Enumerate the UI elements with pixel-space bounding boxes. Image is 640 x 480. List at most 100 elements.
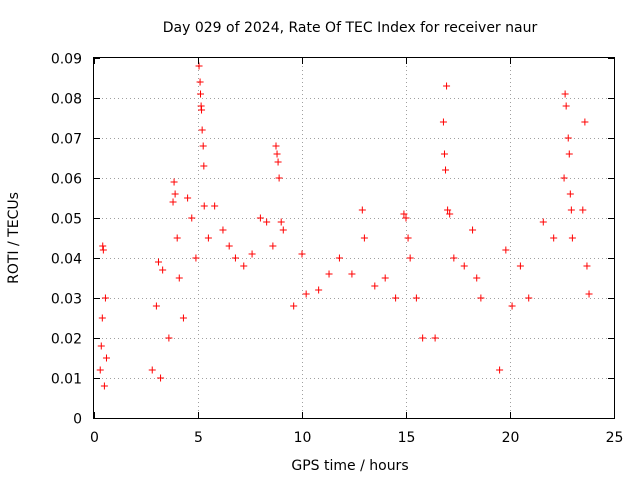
data-point xyxy=(585,290,593,298)
x-tick-label: 25 xyxy=(606,430,624,446)
data-point xyxy=(165,334,173,342)
data-point xyxy=(431,334,439,342)
data-point xyxy=(360,234,368,242)
data-point xyxy=(272,142,280,150)
data-point xyxy=(192,254,200,262)
data-point xyxy=(175,274,183,282)
data-point xyxy=(412,294,420,302)
x-axis-label: GPS time / hours xyxy=(291,458,408,474)
data-point xyxy=(419,334,427,342)
data-point xyxy=(502,246,510,254)
grid xyxy=(94,58,614,418)
data-point xyxy=(439,118,447,126)
data-point xyxy=(469,226,477,234)
x-tick-label: 15 xyxy=(398,430,416,446)
data-point xyxy=(100,382,108,390)
data-point xyxy=(444,206,452,214)
y-tick-label: 0.02 xyxy=(51,332,82,348)
y-tick-label: 0.01 xyxy=(51,372,82,388)
data-point xyxy=(525,294,533,302)
y-tick-label: 0.05 xyxy=(51,212,82,228)
data-point xyxy=(198,106,206,114)
data-point xyxy=(279,226,287,234)
data-point xyxy=(290,302,298,310)
data-point xyxy=(256,214,264,222)
data-point xyxy=(302,290,310,298)
data-point xyxy=(392,294,400,302)
data-point xyxy=(358,206,366,214)
data-point xyxy=(157,374,165,382)
y-tick-label: 0.06 xyxy=(51,172,82,188)
data-point xyxy=(566,190,574,198)
data-point xyxy=(402,214,410,222)
data-point xyxy=(275,174,283,182)
data-point xyxy=(204,234,212,242)
data-points xyxy=(96,62,593,390)
data-point xyxy=(248,250,256,258)
data-point xyxy=(298,250,306,258)
y-tick-label: 0 xyxy=(73,412,82,428)
data-point xyxy=(450,254,458,262)
x-tick-label: 0 xyxy=(90,430,99,446)
data-point xyxy=(188,214,196,222)
data-point xyxy=(400,210,408,218)
data-point xyxy=(565,150,573,158)
data-point xyxy=(564,134,572,142)
data-point xyxy=(477,294,485,302)
data-point xyxy=(102,354,110,362)
data-point xyxy=(315,286,323,294)
data-point xyxy=(561,90,569,98)
data-point xyxy=(170,178,178,186)
data-point xyxy=(273,150,281,158)
data-point xyxy=(101,294,109,302)
data-point xyxy=(274,158,282,166)
data-point xyxy=(199,142,207,150)
data-point xyxy=(442,166,450,174)
data-point xyxy=(371,282,379,290)
data-point xyxy=(200,202,208,210)
data-point xyxy=(404,234,412,242)
data-point xyxy=(159,266,167,274)
data-point xyxy=(99,246,107,254)
data-point xyxy=(443,82,451,90)
data-point xyxy=(184,194,192,202)
data-point xyxy=(579,206,587,214)
data-point xyxy=(473,274,481,282)
data-point xyxy=(508,302,516,310)
data-point xyxy=(496,366,504,374)
y-tick-label: 0.07 xyxy=(51,132,82,148)
data-point xyxy=(550,234,558,242)
data-point xyxy=(567,206,575,214)
data-point xyxy=(179,314,187,322)
data-point xyxy=(196,78,204,86)
data-point xyxy=(446,210,454,218)
data-point xyxy=(562,102,570,110)
y-tick-label: 0.03 xyxy=(51,292,82,308)
data-point xyxy=(97,342,105,350)
data-point xyxy=(96,366,104,374)
y-axis-label: ROTI / TECUs xyxy=(6,192,22,284)
data-point xyxy=(169,198,177,206)
data-point xyxy=(98,314,106,322)
data-point xyxy=(516,262,524,270)
data-point xyxy=(460,262,468,270)
data-point xyxy=(173,234,181,242)
data-point xyxy=(381,274,389,282)
data-point xyxy=(225,242,233,250)
data-point xyxy=(200,162,208,170)
data-point xyxy=(269,242,277,250)
data-point xyxy=(348,270,356,278)
data-point xyxy=(539,218,547,226)
data-point xyxy=(152,302,160,310)
data-point xyxy=(560,174,568,182)
data-point xyxy=(440,150,448,158)
chart-title: Day 029 of 2024, Rate Of TEC Index for r… xyxy=(163,20,538,36)
data-point xyxy=(219,226,227,234)
data-point xyxy=(211,202,219,210)
data-point xyxy=(231,254,239,262)
y-tick-label: 0.09 xyxy=(51,52,82,68)
data-point xyxy=(583,262,591,270)
data-point xyxy=(581,118,589,126)
y-tick-label: 0.04 xyxy=(51,252,82,268)
